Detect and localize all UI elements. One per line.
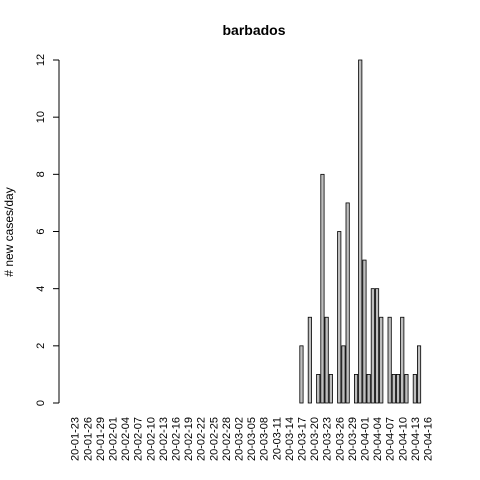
x-tick-label: 20-03-02 <box>233 417 245 461</box>
bar <box>353 374 359 404</box>
bar <box>391 374 396 404</box>
x-tick-label: 20-04-13 <box>410 417 422 461</box>
x-tick-label: 20-02-22 <box>196 417 208 461</box>
bar <box>374 288 380 404</box>
y-tick-label: 8 <box>35 171 47 177</box>
bar <box>358 59 363 404</box>
bar <box>320 173 325 404</box>
x-tick-label: 20-02-07 <box>133 417 145 461</box>
x-tick-label: 20-03-26 <box>334 417 346 461</box>
x-tick-label: 20-04-04 <box>372 417 384 461</box>
x-tick-label: 20-03-29 <box>347 417 359 461</box>
x-tick-label: 20-02-13 <box>158 417 170 461</box>
bar <box>328 374 333 404</box>
x-tick-label: 20-02-25 <box>208 417 220 461</box>
x-tick-label: 20-03-17 <box>296 417 308 461</box>
x-tick-label: 20-03-08 <box>259 417 271 461</box>
x-tick-label: 20-03-11 <box>271 417 283 460</box>
bar <box>404 374 409 404</box>
chart-title: barbados <box>222 22 285 38</box>
x-tick-label: 20-02-04 <box>120 417 132 461</box>
bar <box>362 259 367 404</box>
x-tick-label: 20-02-28 <box>221 417 233 461</box>
y-axis-label: # new cases/day <box>2 187 16 276</box>
x-tick-label: 20-04-01 <box>359 417 371 461</box>
x-tick-label: 20-04-07 <box>385 417 397 461</box>
bar <box>316 374 321 404</box>
y-tick-label: 12 <box>35 54 47 66</box>
bar <box>400 316 405 404</box>
bar <box>395 374 401 404</box>
y-tick-label: 2 <box>35 343 47 349</box>
y-tick-label: 0 <box>35 400 47 406</box>
x-tick-label: 20-02-01 <box>107 417 119 461</box>
x-tick-label: 20-03-05 <box>246 417 258 461</box>
x-tick-label: 20-02-10 <box>145 417 157 461</box>
x-tick-label: 20-02-16 <box>170 417 182 461</box>
bars-group <box>299 59 422 404</box>
bar <box>307 316 312 404</box>
bar <box>299 345 304 404</box>
bar <box>379 316 384 404</box>
x-tick-label: 20-01-29 <box>95 417 107 461</box>
bar <box>341 345 346 404</box>
y-tick-label: 6 <box>35 228 47 234</box>
x-tick-label: 20-03-14 <box>284 417 296 461</box>
y-tick-label: 10 <box>35 111 47 123</box>
x-tick-label: 20-02-19 <box>183 417 195 461</box>
bar <box>345 202 350 404</box>
bar <box>370 288 375 404</box>
bar <box>366 374 371 404</box>
bar <box>412 374 417 404</box>
x-tick-label: 20-04-16 <box>422 417 434 461</box>
bar <box>337 231 342 404</box>
bar <box>416 345 422 404</box>
bar <box>387 316 392 404</box>
x-tick-label: 20-04-10 <box>397 417 409 461</box>
x-tick-label: 20-01-26 <box>82 417 94 461</box>
x-tick-label: 20-03-23 <box>322 417 334 461</box>
x-tick-label: 20-01-23 <box>70 417 82 461</box>
bar <box>324 316 329 404</box>
x-tick-label: 20-03-20 <box>309 417 321 461</box>
y-tick-label: 4 <box>35 286 47 292</box>
x-axis: 20-01-23 20-01-26 20-01-29 20-02-01 20-02-04… <box>70 417 435 461</box>
y-axis: 0 2 4 6 8 10 12 <box>35 54 60 406</box>
